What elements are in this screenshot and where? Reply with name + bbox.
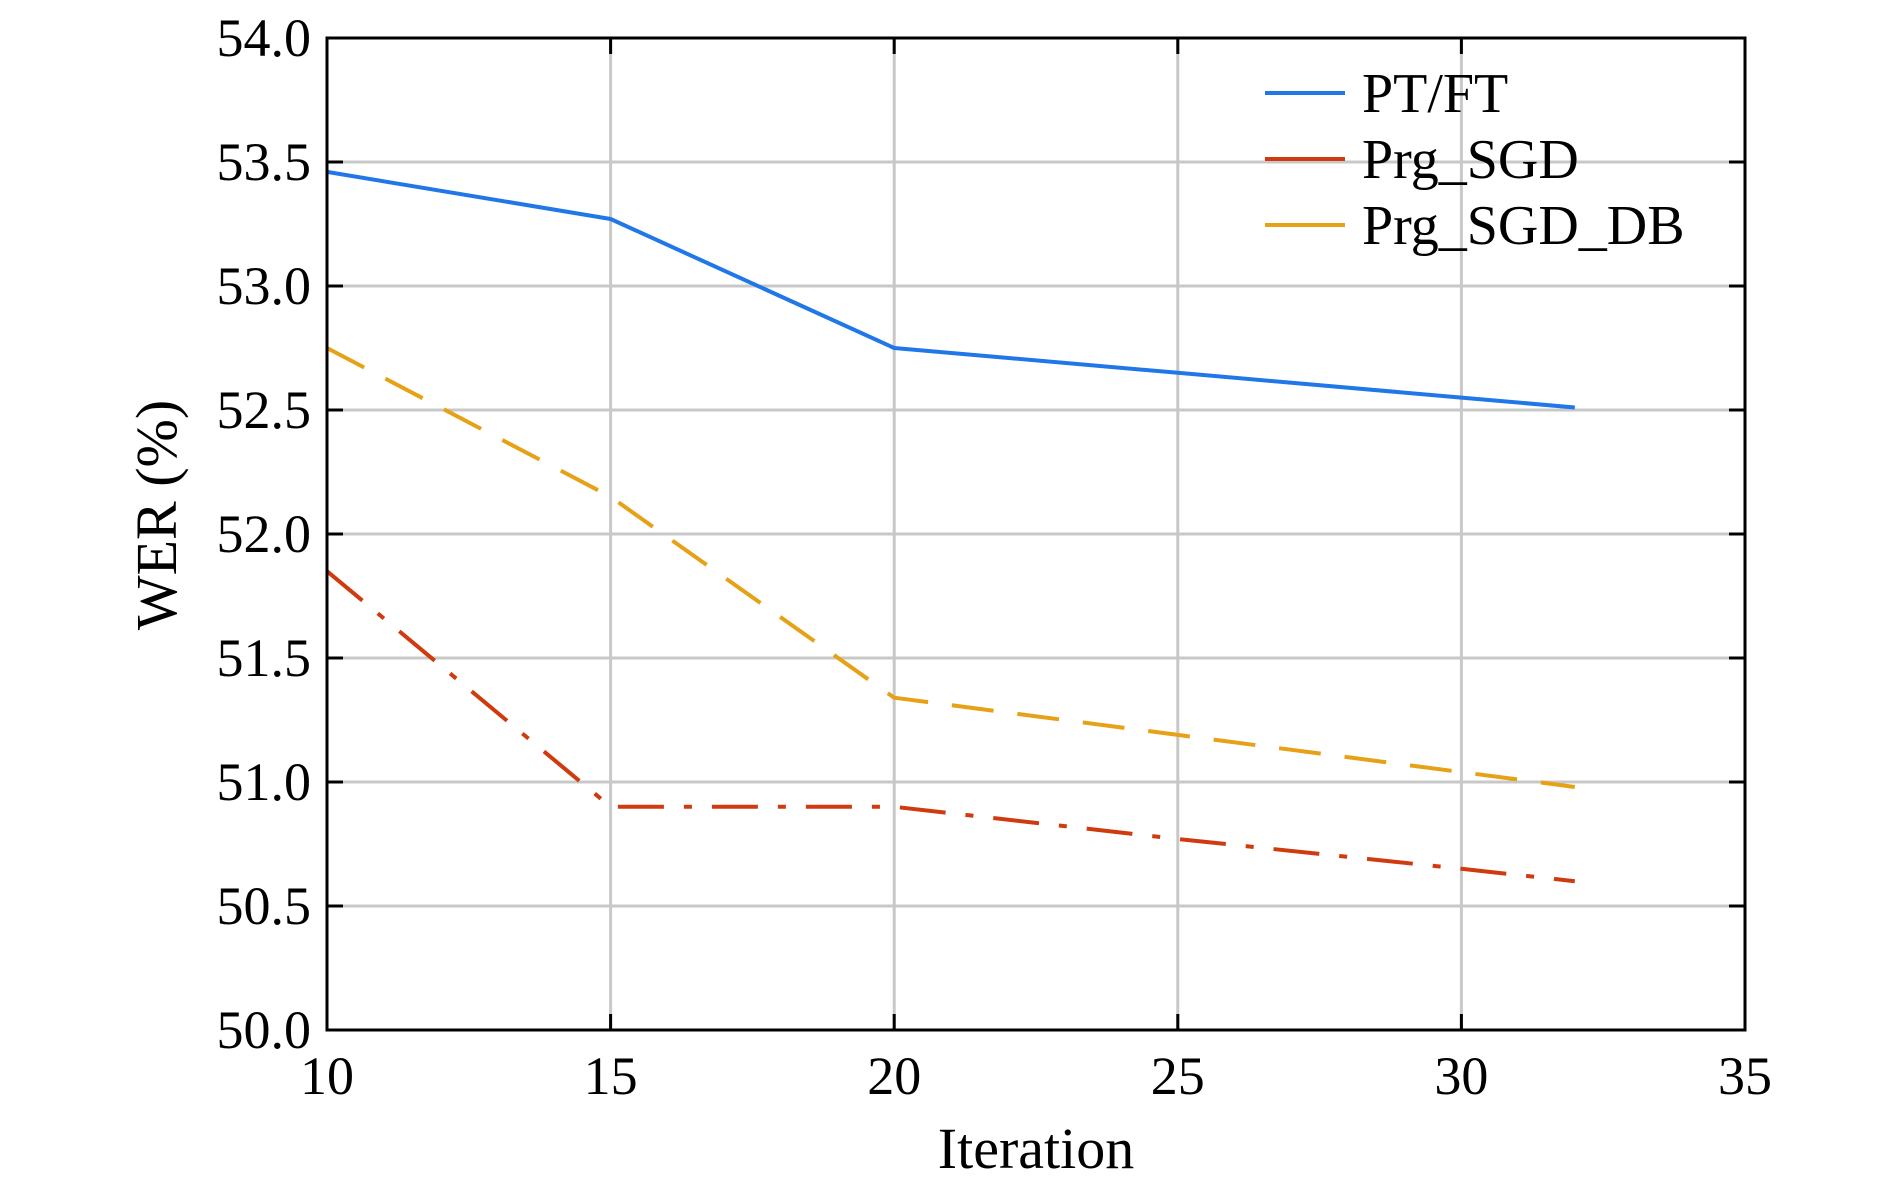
x-tick-labels: 10 15 20 25 30 35	[300, 1046, 1772, 1106]
legend-label: Prg_SGD	[1362, 129, 1579, 191]
x-tick-label: 25	[1151, 1046, 1205, 1106]
x-tick-label: 30	[1434, 1046, 1488, 1106]
axis-ticks	[325, 36, 1747, 1032]
y-tick-label: 50.0	[217, 1000, 312, 1060]
series-line-pt-ft	[326, 169, 1575, 410]
y-tick-label: 51.5	[217, 628, 312, 688]
y-tick-label: 53.5	[217, 132, 312, 192]
y-tick-label: 51.0	[217, 752, 312, 812]
legend-label: Prg_SGD_DB	[1362, 195, 1685, 257]
x-tick-label: 15	[584, 1046, 638, 1106]
y-tick-label: 52.0	[217, 504, 312, 564]
x-tick-label: 20	[867, 1046, 921, 1106]
y-tick-label: 53.0	[217, 256, 312, 316]
legend-label: PT/FT	[1362, 63, 1508, 125]
y-tick-label: 52.5	[217, 380, 312, 440]
y-tick-label: 50.5	[217, 876, 312, 936]
y-tick-label: 54.0	[217, 8, 312, 68]
x-axis-label: Iteration	[938, 1116, 1134, 1181]
x-tick-label: 35	[1718, 1046, 1772, 1106]
y-tick-labels: 50.0 50.5 51.0 51.5 52.0 52.5 53.0 53.5 54.0	[217, 8, 312, 1060]
series-line-prg-sgd-db	[326, 346, 1576, 789]
x-tick-label: 10	[300, 1046, 354, 1106]
series-line-prg-sgd	[325, 569, 1576, 884]
series-lines	[325, 169, 1576, 884]
y-axis-label: WER (%)	[124, 400, 189, 630]
